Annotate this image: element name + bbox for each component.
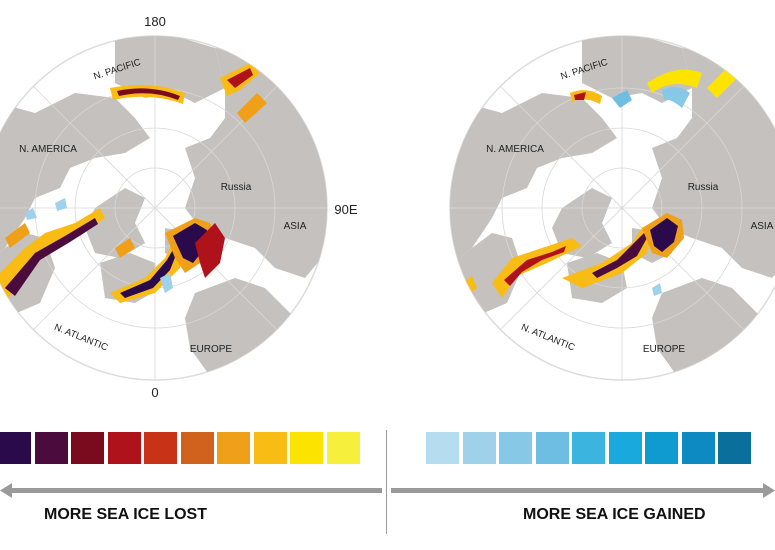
label-russia: Russia xyxy=(688,182,719,193)
ice-lost-swatch xyxy=(107,432,141,464)
label-russia: Russia xyxy=(221,182,252,193)
ice-lost-swatch xyxy=(144,432,177,464)
graticule xyxy=(450,36,775,380)
ice-lost-arrow xyxy=(6,488,382,493)
ice-gained-swatch xyxy=(718,432,751,464)
caption-more-sea-ice-gained: MORE SEA ICE GAINED xyxy=(523,506,706,523)
arrow-left-icon xyxy=(0,483,12,498)
ice-gained-swatch xyxy=(499,432,532,464)
ice-lost-swatch xyxy=(0,432,31,464)
ice-gained-swatch xyxy=(645,432,678,464)
ice-gain-anomalies xyxy=(462,68,737,298)
ice-gained-swatch xyxy=(608,432,642,464)
label-asia: ASIA xyxy=(284,221,307,232)
ice-gained-arrow xyxy=(391,488,769,493)
ice-loss-anomalies xyxy=(0,63,267,303)
ice-lost-swatch xyxy=(180,432,214,464)
ice-lost-swatch xyxy=(34,432,68,464)
ice-gained-swatch xyxy=(572,432,605,464)
map-sea-ice-lost: 180 0 90E N. PACIFIC N. AMERICA Russia A… xyxy=(0,14,358,400)
ice-lost-swatch xyxy=(217,432,250,464)
ice-gained-swatch xyxy=(681,432,715,464)
ice-lost-swatch xyxy=(71,432,104,464)
caption-more-sea-ice-lost: MORE SEA ICE LOST xyxy=(44,506,207,523)
arrow-right-icon xyxy=(763,483,775,498)
map-sea-ice-gained: N. PACIFIC N. AMERICA Russia ASIA N. ATL… xyxy=(449,35,775,381)
ice-gained-swatch xyxy=(462,432,496,464)
label-n-america: N. AMERICA xyxy=(486,144,544,155)
ice-lost-swatch xyxy=(253,432,287,464)
coord-label-90e: 90E xyxy=(334,202,357,217)
ice-gained-swatch xyxy=(426,432,459,464)
ice-gained-swatch xyxy=(535,432,569,464)
color-legend xyxy=(0,432,775,472)
legend-divider xyxy=(386,430,387,534)
coord-label-180: 180 xyxy=(144,14,166,29)
label-asia: ASIA xyxy=(751,221,774,232)
ice-lost-swatch xyxy=(290,432,323,464)
coord-label-0: 0 xyxy=(151,385,158,400)
ice-lost-swatch xyxy=(326,432,360,464)
label-europe: EUROPE xyxy=(643,344,686,355)
polar-maps: 180 0 90E N. PACIFIC N. AMERICA Russia A… xyxy=(0,14,775,400)
label-n-america: N. AMERICA xyxy=(19,144,77,155)
label-europe: EUROPE xyxy=(190,344,233,355)
